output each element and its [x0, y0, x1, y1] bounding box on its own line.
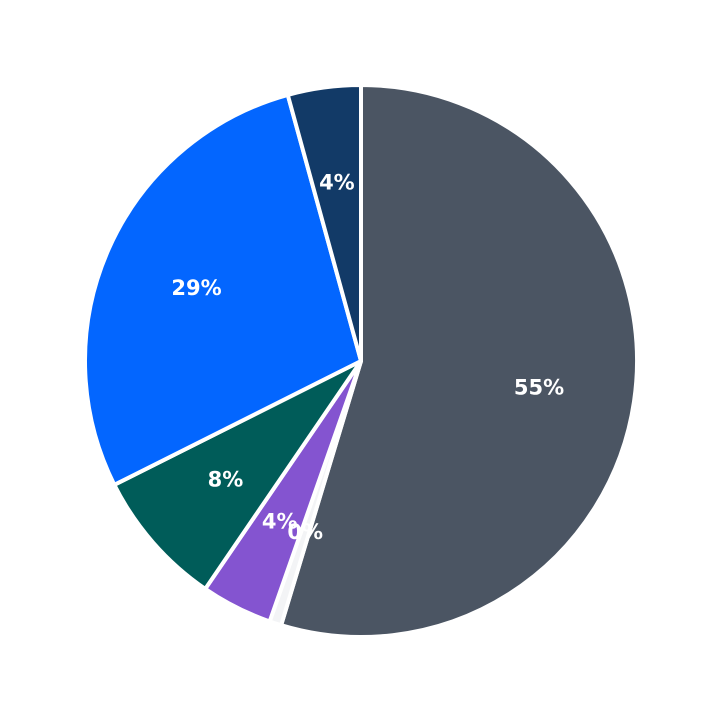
- pie-slice-5: [285, 83, 363, 363]
- pie-slice-label-5: 4%: [319, 171, 355, 195]
- pie-slice-3: [112, 359, 363, 591]
- pie-slice-4: [83, 92, 363, 487]
- pie-slice-label-2: 4%: [262, 510, 298, 534]
- pie-slice-0: [279, 83, 639, 639]
- pie-slice-label-4: 29%: [171, 276, 221, 300]
- pie-slice-label-1: 0%: [287, 520, 323, 544]
- pie-slice-label-0: 55%: [514, 375, 564, 399]
- pie-slice-label-3: 8%: [208, 467, 244, 491]
